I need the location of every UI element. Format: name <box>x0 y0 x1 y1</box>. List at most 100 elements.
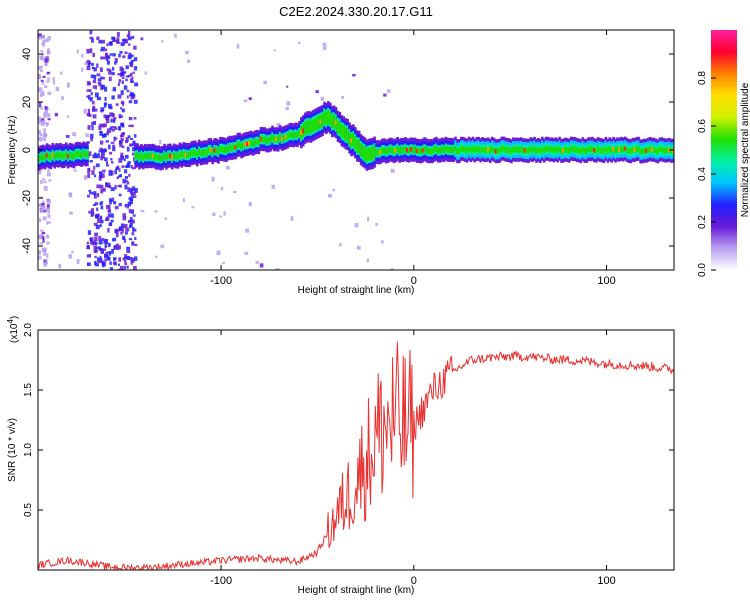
spectrogram-noise-cell <box>130 259 133 265</box>
spectrogram-noise-cell <box>226 165 230 170</box>
snr-y-exponent-power: 4 <box>6 319 15 324</box>
snr-y-exponent-base: (x10 <box>9 323 20 343</box>
snr-y-tick-label: 1.0 <box>23 443 34 457</box>
spectrogram-noise-cell <box>113 237 117 242</box>
spectrogram-x-tick-label: 100 <box>597 275 615 287</box>
spectrogram-noise-cell <box>109 53 113 56</box>
spectrogram-ridge-cell <box>496 148 500 155</box>
spectrogram-noise-cell <box>110 187 115 192</box>
spectrogram-noise-cell <box>97 153 100 159</box>
spectrogram-noise-cell <box>38 129 41 134</box>
spectrogram-noise-cell <box>107 209 112 213</box>
spectrogram-ridge-cell <box>163 152 166 159</box>
spectrogram-ridge-cell <box>167 152 170 159</box>
spectrogram-noise-cell <box>191 206 195 209</box>
spectrogram-noise-cell <box>45 38 49 43</box>
spectrogram-noise-cell <box>123 85 128 90</box>
spectrogram-noise-cell <box>113 117 117 120</box>
spectrogram-noise-cell <box>117 184 122 188</box>
spectrogram-ridge-cell <box>643 147 646 154</box>
spectrogram-noise-cell <box>122 257 126 261</box>
spectrogram-ridge-cell <box>226 145 230 152</box>
spectrogram-noise-cell <box>112 118 116 122</box>
spectrogram-ridge-cell <box>408 147 411 154</box>
spectrogram-noise-cell <box>48 179 52 182</box>
spectrogram-noise-cell <box>124 259 127 263</box>
spectrogram-noise-cell <box>92 85 96 89</box>
spectrogram-noise-cell <box>42 90 45 95</box>
spectrogram-noise-cell <box>127 55 131 60</box>
spectrogram-noise-cell <box>89 191 94 195</box>
spectrogram-ridge-cell <box>450 147 453 153</box>
spectrogram-noise-cell <box>124 71 127 74</box>
spectrogram-noise-cell <box>106 185 111 188</box>
spectrogram-y-axis-label: Frequency (Hz) <box>7 116 18 185</box>
spectrogram-noise-cell <box>89 237 92 242</box>
spectrogram-ridge-cell <box>61 153 64 160</box>
spectrogram-noise-cell <box>114 169 117 175</box>
spectrogram-noise-cell <box>61 96 64 100</box>
spectrogram-noise-cell <box>122 213 126 218</box>
spectrogram-ridge-cell <box>161 154 164 161</box>
spectrogram-ridge-cell <box>436 147 440 154</box>
spectrogram-ridge-cell <box>363 146 367 160</box>
spectrogram-ridge-cell <box>382 147 386 154</box>
spectrogram-ridge-cell <box>591 145 594 152</box>
spectrogram-ridge-cell <box>375 149 378 156</box>
spectrogram-noise-cell <box>86 254 90 258</box>
spectrogram-ridge-cell <box>479 147 482 154</box>
spectrogram-ridge-cell <box>656 148 660 155</box>
spectrogram-noise-cell <box>121 72 125 75</box>
spectrogram-ridge-cell <box>531 147 534 153</box>
spectrogram-noise-cell <box>118 268 121 270</box>
spectrogram-noise-cell <box>322 46 327 50</box>
spectrogram-noise-cell <box>47 204 50 209</box>
spectrogram-ridge-cell <box>288 132 292 138</box>
spectrogram-ridge-cell <box>533 145 536 152</box>
spectrogram-ridge-cell <box>63 152 66 159</box>
spectrogram-noise-cell <box>127 36 132 41</box>
spectrogram-noise-cell <box>126 250 131 254</box>
spectrogram-noise-cell <box>115 103 119 106</box>
spectrogram-noise-cell <box>119 174 122 178</box>
spectrogram-ridge-cell <box>465 147 469 154</box>
spectrogram-noise-cell <box>93 108 98 112</box>
spectrogram-noise-cell <box>90 74 95 79</box>
spectrogram-noise-cell <box>116 37 120 42</box>
spectrogram-ridge-cell <box>589 146 592 153</box>
spectrogram-noise-cell <box>101 76 105 80</box>
spectrogram-noise-cell <box>40 79 44 83</box>
spectrogram-noise-cell <box>108 106 113 110</box>
snr-y-axis-label: SNR (10 * v/v) <box>7 418 18 482</box>
spectrogram-noise-cell <box>328 194 333 198</box>
spectrogram-ridge-cell <box>142 154 145 161</box>
spectrogram-ridge-cell <box>340 124 344 138</box>
spectrogram-ridge-cell <box>392 148 396 155</box>
spectrogram-ridge-cell <box>583 147 586 154</box>
colorbar-label: Normalized spectral amplitude <box>740 82 750 217</box>
spectrogram-noise-cell <box>132 214 136 217</box>
spectrogram-noise-cell <box>248 97 252 101</box>
spectrogram-noise-cell <box>38 204 42 207</box>
spectrogram-noise-cell <box>103 48 108 52</box>
spectrogram-noise-cell <box>126 246 131 251</box>
spectrogram-ridge-cell <box>211 149 214 156</box>
spectrogram-noise-cell <box>99 174 103 178</box>
spectrogram-ridge-cell <box>469 147 473 153</box>
spectrogram-noise-cell <box>352 73 356 77</box>
spectrogram-noise-cell <box>112 126 117 129</box>
spectrogram-noise-cell <box>108 198 112 202</box>
spectrogram-noise-cell <box>243 99 248 103</box>
spectrogram-noise-cell <box>383 93 387 97</box>
spectrogram-ridge-cell <box>232 144 236 151</box>
spectrogram-ridge-cell <box>475 146 479 152</box>
spectrogram-ridge-cell <box>433 146 436 153</box>
spectrogram-noise-cell <box>38 169 42 175</box>
spectrogram-y-tick-label: -40 <box>21 238 33 254</box>
spectrogram-noise-cell <box>108 169 113 173</box>
spectrogram-ridge-cell <box>608 146 611 153</box>
spectrogram-noise-cell <box>92 105 96 111</box>
spectrogram-noise-cell <box>104 244 108 248</box>
spectrogram-ridge-cell <box>43 154 47 161</box>
spectrogram-noise-cell <box>118 175 121 178</box>
